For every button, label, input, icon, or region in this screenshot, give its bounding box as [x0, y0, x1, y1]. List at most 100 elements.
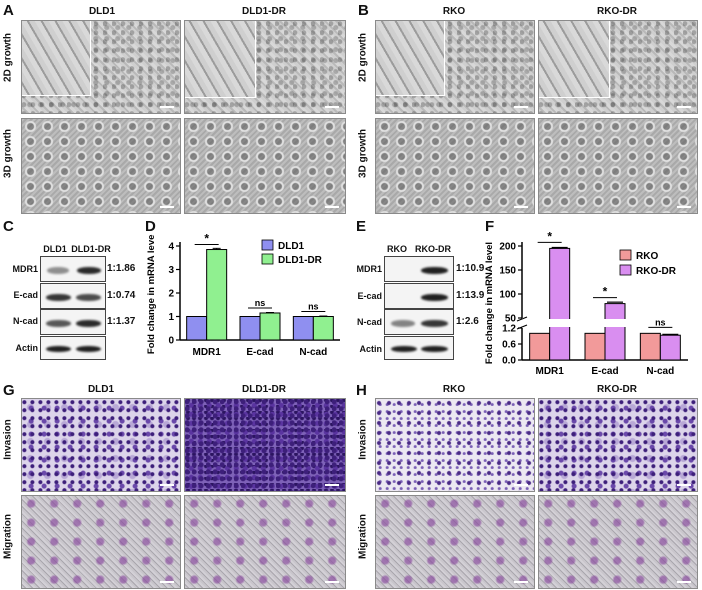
scale-bar [514, 106, 528, 108]
y-axis-label: Fold change in mRNA level [146, 234, 157, 354]
panel-label-h: H [356, 382, 367, 399]
bar-dld1-e-cad [239, 316, 261, 341]
y-axis-label: Fold change in mRNA level [484, 242, 495, 364]
bar-rko-mdr1 [529, 332, 551, 361]
blot-e-label-ncad: N-cad [356, 317, 382, 327]
y-tick-label: 100 [499, 290, 516, 301]
blot-e-actin [384, 336, 454, 360]
axis-break-mark [516, 316, 528, 322]
blot-e-label-mdr1: MDR1 [356, 264, 382, 274]
significance-label: * [204, 234, 209, 246]
image-rko-3d [375, 118, 535, 214]
image-dld1-dr-3d [184, 118, 346, 214]
band [76, 345, 101, 353]
significance-label: * [547, 230, 552, 243]
blot-c-mdr1 [40, 256, 106, 282]
blot-e-ratio-ecad: 1:13.9 [456, 290, 485, 301]
blot-c-ecad [40, 283, 106, 309]
y-tick-label: 4 [168, 242, 174, 253]
blot-e-col-rko: RKO [387, 244, 407, 254]
x-tick-label: E-cad [246, 347, 273, 358]
image-dld1-2d [21, 20, 181, 114]
bar-rko-dr-n-cad [659, 334, 681, 361]
band [421, 293, 448, 301]
panel-h-col-rko: RKO [442, 384, 466, 395]
blot-e-label-ecad: E-cad [357, 291, 382, 301]
legend-label-dld1-dr: DLD1-DR [278, 255, 323, 266]
y-tick-label: 50 [505, 314, 517, 325]
band [46, 293, 71, 301]
legend-swatch-dld1 [261, 239, 274, 251]
scale-bar [160, 581, 174, 583]
legend-label-dld1: DLD1 [278, 241, 305, 252]
scale-bar [514, 206, 528, 208]
y-tick-label: 0 [168, 336, 174, 347]
blot-c-actin [40, 336, 106, 360]
panel-label-c: C [3, 218, 14, 235]
x-tick-label: E-cad [591, 366, 618, 376]
scale-bar [514, 484, 528, 486]
significance-label: ns [655, 317, 666, 327]
panel-a-row-2d: 2D growth [2, 33, 14, 82]
bar-dld1-dr-n-cad [312, 316, 334, 341]
scale-bar [677, 206, 691, 208]
blot-e-ratio-ncad: 1:2.6 [456, 316, 479, 327]
bar-break-gap [548, 319, 571, 327]
panel-b-row-2d: 2D growth [357, 33, 369, 82]
x-tick-label: N-cad [646, 366, 674, 376]
image-dld1-dr-migration [184, 495, 346, 589]
blot-c-label-actin: Actin [15, 343, 39, 353]
scale-bar [325, 484, 339, 486]
panel-g-row-migration: Migration [2, 514, 14, 559]
image-rko-dr-2d [538, 20, 698, 114]
panel-h-col-rko-dr: RKO-DR [597, 384, 637, 395]
scale-bar [325, 206, 339, 208]
scale-bar [160, 206, 174, 208]
x-tick-label: MDR1 [535, 366, 564, 376]
panel-a-col-dld1-dr: DLD1-DR [242, 6, 286, 17]
blot-c-ratio-ncad: 1:1.37 [107, 316, 136, 327]
image-rko-dr-invasion [538, 398, 698, 492]
scale-bar [160, 484, 174, 486]
blot-e-ecad [384, 283, 454, 309]
image-rko-migration [375, 495, 535, 589]
blot-c-ratio-ecad: 1:0.74 [107, 290, 136, 301]
chart-f: 0.0 0.6 1.250 100 150 200 Fold change in mRNA … [484, 230, 688, 376]
blot-c-ratio-mdr1: 1:1.86 [107, 263, 136, 274]
panel-label-d: D [145, 218, 156, 235]
inset-zoom [376, 21, 445, 96]
bar-rko-dr-mdr1 [549, 247, 571, 361]
panel-label-b: B [358, 2, 369, 19]
scale-bar [677, 484, 691, 486]
significance-label: ns [308, 302, 319, 312]
significance-label: * [603, 285, 608, 299]
scale-bar [677, 106, 691, 108]
image-rko-dr-3d [538, 118, 698, 214]
inset-zoom [22, 21, 91, 96]
bar-break-gap [604, 319, 626, 327]
blot-e-label-actin: Actin [359, 344, 383, 354]
panel-label-f: F [485, 218, 495, 235]
panel-h-row-invasion: Invasion [357, 419, 369, 460]
bar-dld1-n-cad [292, 316, 314, 341]
panel-a-row-3d: 3D growth [2, 129, 14, 178]
panel-b-col-rko: RKO [442, 6, 466, 17]
legend-label-rko-dr: RKO-DR [636, 266, 677, 277]
band [76, 293, 101, 301]
x-tick-label: N-cad [299, 347, 327, 358]
blot-c-ncad [40, 309, 106, 335]
chart-d: 0 1 2 3 4 Fold change in mRNA level * MDR1 ns E-c… [146, 234, 340, 358]
inset-zoom [185, 21, 256, 98]
blot-e-mdr1 [384, 256, 454, 282]
image-dld1-dr-invasion [184, 398, 346, 492]
panel-a-col-dld1: DLD1 [88, 6, 116, 17]
panel-h-row-migration: Migration [357, 514, 369, 559]
band [47, 266, 69, 274]
y-tick-label: 0.6 [502, 340, 516, 351]
bar-dld1-dr-e-cad [259, 312, 281, 341]
panel-b-row-3d: 3D growth [357, 129, 369, 178]
band [421, 266, 448, 274]
significance-label: ns [255, 298, 266, 308]
blot-e-col-rko-dr: RKO-DR [415, 244, 451, 254]
y-tick-label: 0.0 [502, 356, 516, 367]
